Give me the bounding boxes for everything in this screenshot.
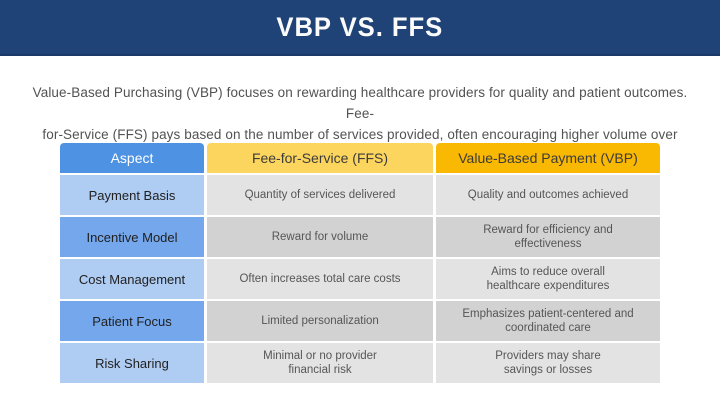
ffs-cell: Reward for volume [207, 217, 433, 257]
column-header-vbp: Value-Based Payment (VBP) [436, 143, 660, 173]
ffs-cell: Quantity of services delivered [207, 175, 433, 215]
column-header-ffs: Fee-for-Service (FFS) [207, 143, 433, 173]
ffs-cell: Often increases total care costs [207, 259, 433, 299]
column-header-aspect: Aspect [60, 143, 204, 173]
row-label: Cost Management [60, 259, 204, 299]
vbp-cell: Quality and outcomes achieved [436, 175, 660, 215]
vbp-cell: Aims to reduce overall healthcare expend… [436, 259, 660, 299]
row-label: Incentive Model [60, 217, 204, 257]
row-label: Risk Sharing [60, 343, 204, 383]
vbp-cell: Providers may share savings or losses [436, 343, 660, 383]
vbp-cell: Emphasizes patient-centered and coordina… [436, 301, 660, 341]
row-label: Patient Focus [60, 301, 204, 341]
page-title: VBP VS. FFS [276, 11, 444, 42]
intro-text: Value-Based Purchasing (VBP) focuses on … [32, 85, 688, 163]
comparison-table: Aspect Fee-for-Service (FFS) Value-Based… [60, 143, 660, 383]
ffs-cell: Minimal or no provider financial risk [207, 343, 433, 383]
row-label: Payment Basis [60, 175, 204, 215]
ffs-cell: Limited personalization [207, 301, 433, 341]
title-bar: VBP VS. FFS [0, 0, 720, 56]
vbp-cell: Reward for efficiency and effectiveness [436, 217, 660, 257]
